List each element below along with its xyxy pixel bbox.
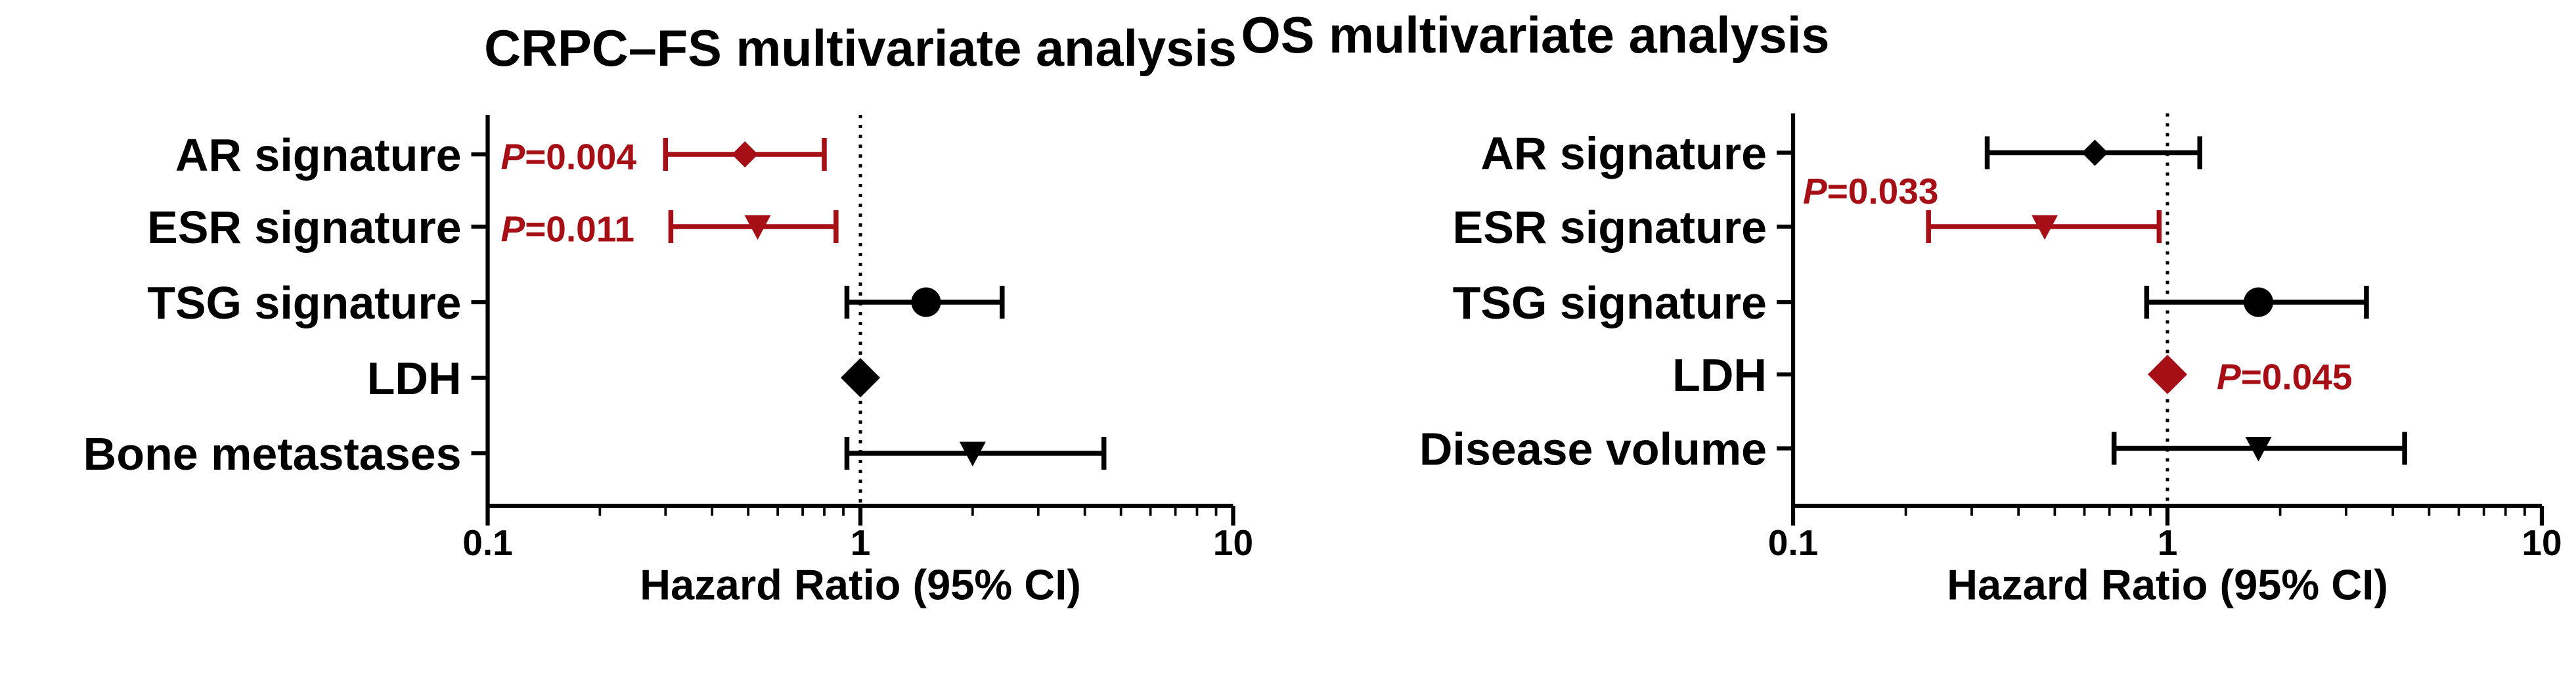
row-label-1: LDH: [1672, 349, 1767, 401]
hr-point-triangle-0: [959, 441, 986, 466]
x-tick-label-1: 10: [2521, 522, 2562, 563]
p-value: =0.011: [525, 209, 634, 250]
x-tick-label-0: 10: [1213, 522, 1253, 563]
row-label-0: LDH: [367, 353, 462, 404]
hr-point-circle-1: [2244, 287, 2274, 317]
row-label-1: Disease volume: [1419, 424, 1767, 475]
p-value-label-1: P=0.045: [2217, 357, 2352, 397]
chart-title-1: OS multivariate analysis: [1241, 7, 1830, 64]
hr-point-triangle-1: [2032, 215, 2058, 240]
p-value: =0.045: [2241, 357, 2353, 397]
row-label-0: Bone metastases: [83, 428, 462, 480]
hr-point-triangle-1: [2245, 437, 2272, 462]
x-axis-label-1: Hazard Ratio (95% CI): [1947, 561, 2388, 609]
row-label-1: ESR signature: [1453, 202, 1767, 253]
x-axis-label-0: Hazard Ratio (95% CI): [640, 561, 1081, 609]
hr-point-diamond-large-0: [841, 358, 880, 397]
p-value-label-0: P=0.011: [501, 209, 634, 250]
x-tick-label-1: 1: [2158, 522, 2178, 563]
hr-point-diamond-0: [732, 141, 759, 168]
x-tick-label-1: 0.1: [1768, 522, 1818, 563]
hr-point-circle-0: [911, 287, 941, 317]
row-label-0: AR signature: [175, 129, 462, 181]
hr-point-diamond-large-1: [2148, 355, 2187, 394]
hr-point-diamond-1: [2081, 139, 2108, 166]
p-value-label-1: P=0.033: [1803, 171, 1938, 212]
p-value: =0.004: [525, 137, 636, 177]
p-value-label-0: P=0.004: [501, 137, 637, 177]
row-label-0: TSG signature: [147, 277, 461, 328]
p-value: =0.033: [1827, 171, 1939, 212]
x-tick-label-0: 1: [851, 522, 871, 563]
p-symbol: P: [501, 137, 525, 177]
x-tick-label-0: 0.1: [462, 522, 512, 563]
p-symbol: P: [2217, 357, 2241, 397]
hr-point-triangle-0: [744, 215, 771, 240]
p-symbol: P: [1803, 171, 1827, 212]
row-label-0: ESR signature: [147, 202, 461, 253]
row-label-1: TSG signature: [1453, 277, 1767, 328]
chart-title-0: CRPC–FS multivariate analysis: [484, 20, 1237, 77]
row-label-1: AR signature: [1480, 128, 1767, 179]
p-symbol: P: [501, 209, 525, 250]
